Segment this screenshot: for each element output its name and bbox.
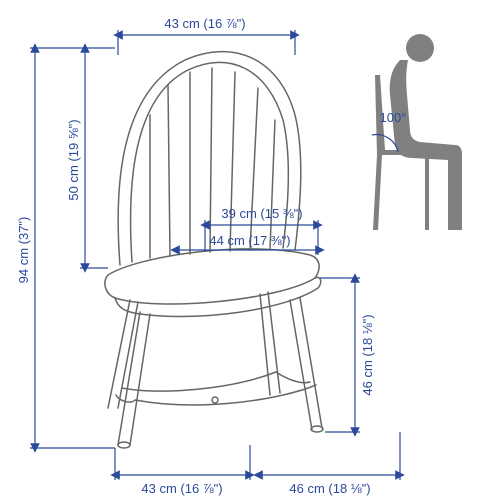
- chair-dimension-diagram: 100°: [0, 0, 500, 500]
- seat-height-label: 46 cm (18 ⅛"): [360, 314, 375, 395]
- back-angle-label: 100°: [380, 110, 407, 125]
- dimension-lines: [30, 30, 400, 480]
- total-height-label: 94 cm (37"): [16, 217, 31, 284]
- base-width-label: 43 cm (16 ⅞"): [141, 481, 222, 496]
- backrest-height-label: 50 cm (19 ⅝"): [66, 119, 81, 200]
- back-angle-indicator: [372, 135, 398, 152]
- base-depth-label: 46 cm (18 ⅛"): [289, 481, 370, 496]
- seat-width-label: 44 cm (17 ⅜"): [209, 233, 290, 248]
- back-width-label: 43 cm (16 ⅞"): [164, 16, 245, 31]
- seat-depth-label: 39 cm (15 ⅜"): [221, 206, 302, 221]
- person-silhouette: [373, 34, 462, 230]
